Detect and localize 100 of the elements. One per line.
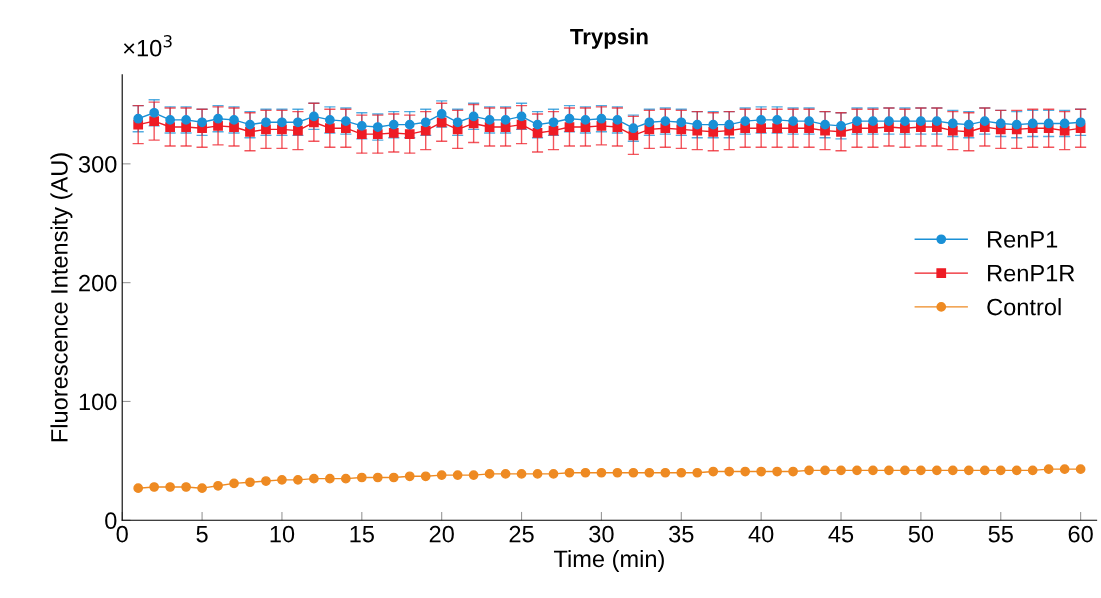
point (931, 116, 942, 126)
point (979, 116, 990, 126)
point (532, 469, 543, 479)
point (596, 113, 607, 124)
point (436, 117, 447, 128)
point (165, 482, 175, 492)
point (277, 475, 287, 485)
point (261, 476, 271, 486)
point (325, 473, 335, 484)
point (356, 472, 367, 483)
x-tick-label: 55 (988, 525, 1013, 543)
point (420, 471, 431, 482)
point (229, 115, 239, 125)
point (947, 465, 958, 476)
point (1027, 465, 1038, 476)
point (165, 115, 175, 125)
x-tick-label: 40 (748, 525, 774, 543)
point (213, 480, 223, 491)
point (452, 117, 463, 128)
chart-title: Trypsin (570, 28, 648, 49)
point (708, 466, 719, 477)
point (293, 475, 303, 485)
point (772, 115, 782, 125)
point (564, 467, 575, 478)
point (788, 116, 798, 126)
point (484, 115, 495, 125)
point (500, 469, 511, 479)
point (740, 466, 751, 477)
point (516, 119, 527, 130)
point (548, 469, 559, 479)
point (484, 469, 495, 479)
point (692, 467, 703, 478)
point (788, 466, 798, 477)
point (756, 466, 767, 477)
point (468, 470, 479, 480)
point (564, 122, 575, 132)
point (1043, 118, 1054, 129)
point (356, 120, 367, 131)
y-tick-label: 0 (105, 512, 117, 530)
point (708, 119, 719, 130)
point (325, 115, 335, 125)
point (181, 482, 191, 492)
x-tick-label: 30 (589, 525, 614, 543)
point (724, 119, 735, 130)
point (436, 470, 447, 480)
point (340, 116, 351, 126)
point (564, 113, 575, 124)
y-tick-label: 300 (78, 155, 117, 173)
point (644, 467, 655, 478)
point (293, 125, 303, 136)
point (420, 125, 431, 136)
point (740, 116, 751, 126)
point (756, 123, 767, 134)
point (516, 111, 527, 122)
y-axis-title: Fluorescence Intensity (AU) (50, 153, 73, 442)
legend-label: RenP1R (988, 265, 1075, 282)
point (197, 117, 207, 128)
point (261, 117, 271, 128)
point (916, 116, 926, 126)
point (628, 123, 639, 134)
point (979, 465, 990, 476)
point (149, 107, 160, 118)
point (916, 465, 926, 476)
point (772, 466, 782, 477)
point (149, 116, 160, 126)
point (388, 472, 399, 483)
x-tick-label: 0 (116, 525, 128, 543)
point (500, 115, 511, 125)
point (213, 120, 223, 131)
point (516, 469, 527, 479)
text: ×10$^{3}$ (123, 35, 172, 57)
point (884, 116, 894, 126)
point (772, 123, 782, 134)
point (804, 465, 814, 476)
point (388, 128, 399, 138)
point (468, 111, 479, 122)
point (900, 465, 910, 476)
point (596, 467, 607, 478)
point (309, 473, 319, 484)
y-tick-label: 100 (79, 393, 117, 411)
point (963, 465, 974, 476)
point (404, 129, 415, 140)
point (436, 109, 447, 119)
point (213, 113, 223, 124)
point (692, 119, 703, 130)
point (852, 465, 862, 476)
point (756, 115, 767, 125)
x-axis-title: Time (min) (553, 549, 664, 572)
point (229, 478, 239, 489)
point (372, 122, 383, 132)
point (532, 128, 543, 138)
point (900, 116, 910, 126)
x-tick-label: 45 (828, 525, 854, 543)
point (612, 115, 623, 125)
point (548, 117, 559, 128)
point (1059, 464, 1070, 475)
point (1059, 118, 1070, 129)
point (325, 123, 335, 134)
x-tick-label: 35 (669, 525, 694, 543)
point (197, 483, 207, 494)
